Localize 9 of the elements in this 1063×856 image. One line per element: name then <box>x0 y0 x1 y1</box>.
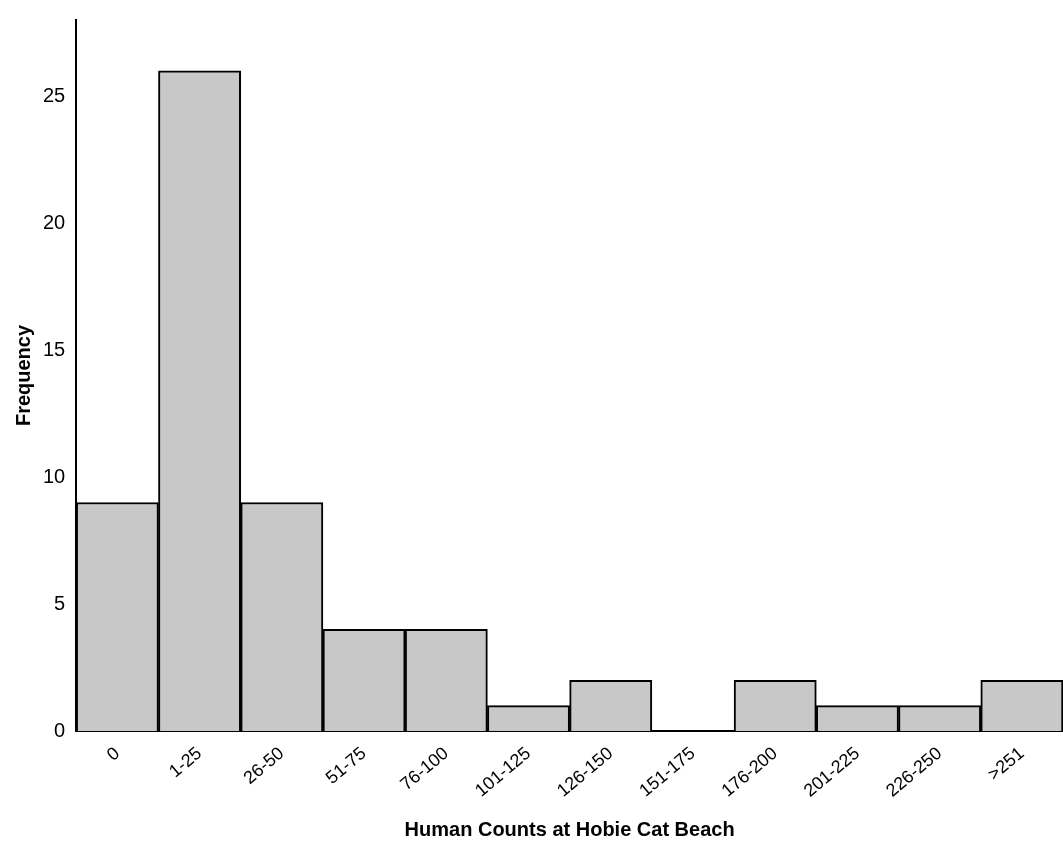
y-tick-label: 15 <box>43 337 66 360</box>
y-tick-label: 5 <box>54 591 66 614</box>
x-tick-label: 0 <box>102 742 124 765</box>
y-tick-label: 25 <box>43 83 66 106</box>
y-tick-label: 10 <box>43 464 66 487</box>
y-axis-title: Frequency <box>11 324 34 427</box>
y-tick-label: 20 <box>43 210 66 233</box>
x-axis-title: Human Counts at Hobie Cat Beach <box>404 817 735 840</box>
y-tick-label: 0 <box>54 718 66 741</box>
